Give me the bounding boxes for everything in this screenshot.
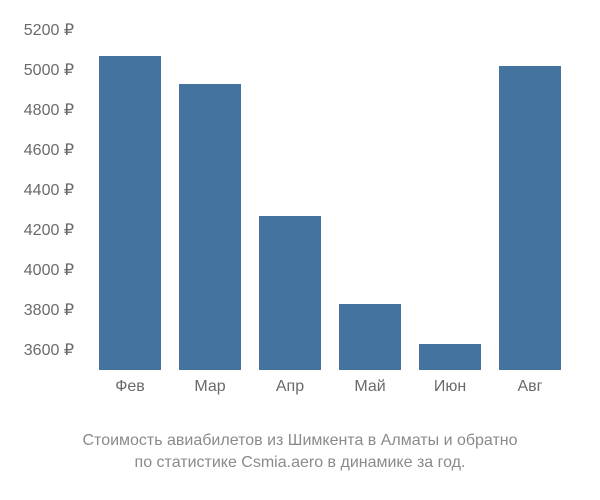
- y-tick-label: 3800 ₽: [0, 300, 74, 320]
- y-tick-label: 4800 ₽: [0, 100, 74, 120]
- x-tick-label: Фев: [115, 378, 145, 396]
- x-tick-label: Мар: [194, 378, 225, 396]
- bar: [419, 344, 481, 370]
- x-tick-label: Апр: [276, 378, 304, 396]
- bar: [499, 66, 561, 370]
- y-tick-label: 4400 ₽: [0, 180, 74, 200]
- y-tick-label: 4200 ₽: [0, 220, 74, 240]
- bar: [339, 304, 401, 370]
- chart-area: 3600 ₽3800 ₽4000 ₽4200 ₽4400 ₽4600 ₽4800…: [90, 20, 570, 400]
- caption: Стоимость авиабилетов из Шимкента в Алма…: [0, 430, 600, 473]
- x-tick-label: Май: [354, 378, 385, 396]
- y-tick-label: 5200 ₽: [0, 20, 74, 40]
- y-tick-label: 4600 ₽: [0, 140, 74, 160]
- bar: [259, 216, 321, 370]
- chart-container: 3600 ₽ 3800 ₽ 4000 ₽ 4200 ₽ 4400 ₽ 4600 ₽ 4800…: [0, 0, 600, 500]
- plot-area: [90, 20, 570, 370]
- bars-group: [90, 20, 570, 370]
- y-axis: 3600 ₽ 3800 ₽ 4000 ₽ 4200 ₽ 4400 ₽ 4600 ₽ 4800…: [0, 20, 80, 370]
- y-tick-label: 3600 ₽: [0, 340, 74, 360]
- caption-line1: Стоимость авиабилетов из Шимкента в Алма…: [82, 432, 517, 449]
- y-tick-label: 4000 ₽: [0, 260, 74, 280]
- bar: [179, 84, 241, 370]
- caption-line2: по статистике Csmia.aero в динамике за г…: [135, 454, 466, 471]
- x-axis: Фев Мар Апр Май Июн Авг: [90, 370, 570, 400]
- y-tick-label: 5000 ₽: [0, 60, 74, 80]
- x-tick-label: Авг: [517, 378, 542, 396]
- bar: [99, 56, 161, 370]
- x-tick-label: Июн: [434, 378, 466, 396]
